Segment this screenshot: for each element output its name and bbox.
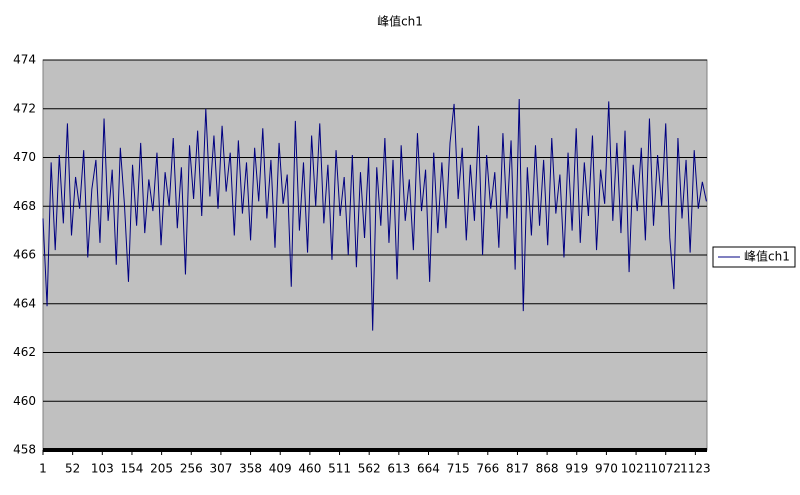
x-tick-label: 1072 bbox=[650, 462, 681, 476]
y-tick-label: 468 bbox=[13, 199, 36, 213]
x-tick-label: 715 bbox=[447, 462, 470, 476]
y-tick-label: 462 bbox=[13, 345, 36, 359]
y-tick-label: 460 bbox=[13, 394, 36, 408]
x-tick-label: 613 bbox=[387, 462, 410, 476]
x-tick-label: 256 bbox=[180, 462, 203, 476]
x-tick-label: 766 bbox=[476, 462, 499, 476]
y-tick-label: 472 bbox=[13, 101, 36, 115]
x-tick-label: 358 bbox=[239, 462, 262, 476]
y-tick-label: 474 bbox=[13, 53, 36, 67]
x-tick-label: 1 bbox=[39, 462, 47, 476]
x-tick-label: 562 bbox=[358, 462, 381, 476]
legend-box bbox=[712, 246, 796, 268]
x-tick-label: 409 bbox=[269, 462, 292, 476]
x-tick-label: 1123 bbox=[680, 462, 711, 476]
x-tick-label: 970 bbox=[595, 462, 618, 476]
chart-title: 峰值ch1 bbox=[377, 14, 423, 29]
x-tick-label: 205 bbox=[150, 462, 173, 476]
x-tick-label: 103 bbox=[91, 462, 114, 476]
x-tick-label: 52 bbox=[65, 462, 80, 476]
x-tick-label: 919 bbox=[565, 462, 588, 476]
data-line bbox=[42, 98, 707, 331]
x-tick-label: 817 bbox=[506, 462, 529, 476]
x-tick-label: 511 bbox=[328, 462, 351, 476]
x-tick-label: 154 bbox=[121, 462, 144, 476]
y-tick-label: 464 bbox=[13, 296, 36, 310]
y-tick-label: 470 bbox=[13, 150, 36, 164]
legend-label: 峰值ch1 bbox=[744, 249, 790, 264]
y-tick-label: 458 bbox=[13, 443, 36, 457]
x-tick-label: 307 bbox=[209, 462, 232, 476]
x-tick-label: 664 bbox=[417, 462, 440, 476]
x-tick-label: 868 bbox=[536, 462, 559, 476]
x-tick-label: 1021 bbox=[621, 462, 652, 476]
x-tick-label: 460 bbox=[298, 462, 321, 476]
y-tick-label: 466 bbox=[13, 248, 36, 262]
